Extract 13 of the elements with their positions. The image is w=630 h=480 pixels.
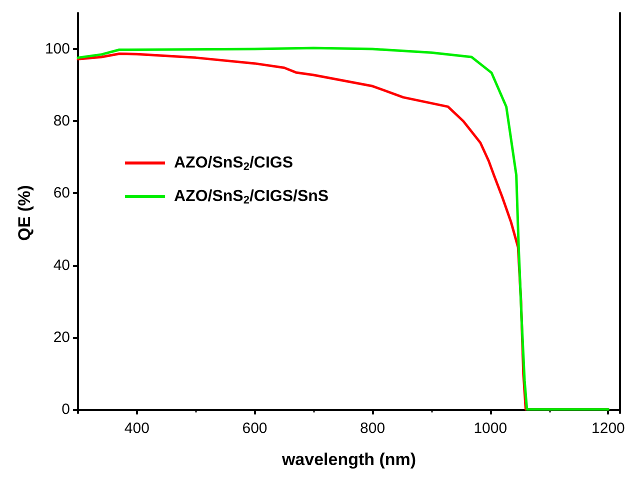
y-axis-title: QE (%)	[15, 185, 34, 241]
y-tick-label: 100	[44, 40, 70, 58]
y-tick-label: 20	[53, 328, 70, 346]
x-axis-title: wavelength (nm)	[280, 450, 416, 469]
y-tick-label: 60	[53, 184, 70, 202]
x-tick-label: 400	[124, 420, 150, 437]
y-tick-label: 40	[53, 256, 70, 274]
x-tick-label: 800	[360, 420, 386, 437]
y-tick-label: 0	[62, 400, 70, 418]
y-tick-label: 80	[53, 112, 70, 130]
x-tick-label: 1200	[592, 420, 625, 437]
x-tick-label: 1000	[474, 420, 508, 437]
x-tick-label: 600	[242, 420, 268, 437]
